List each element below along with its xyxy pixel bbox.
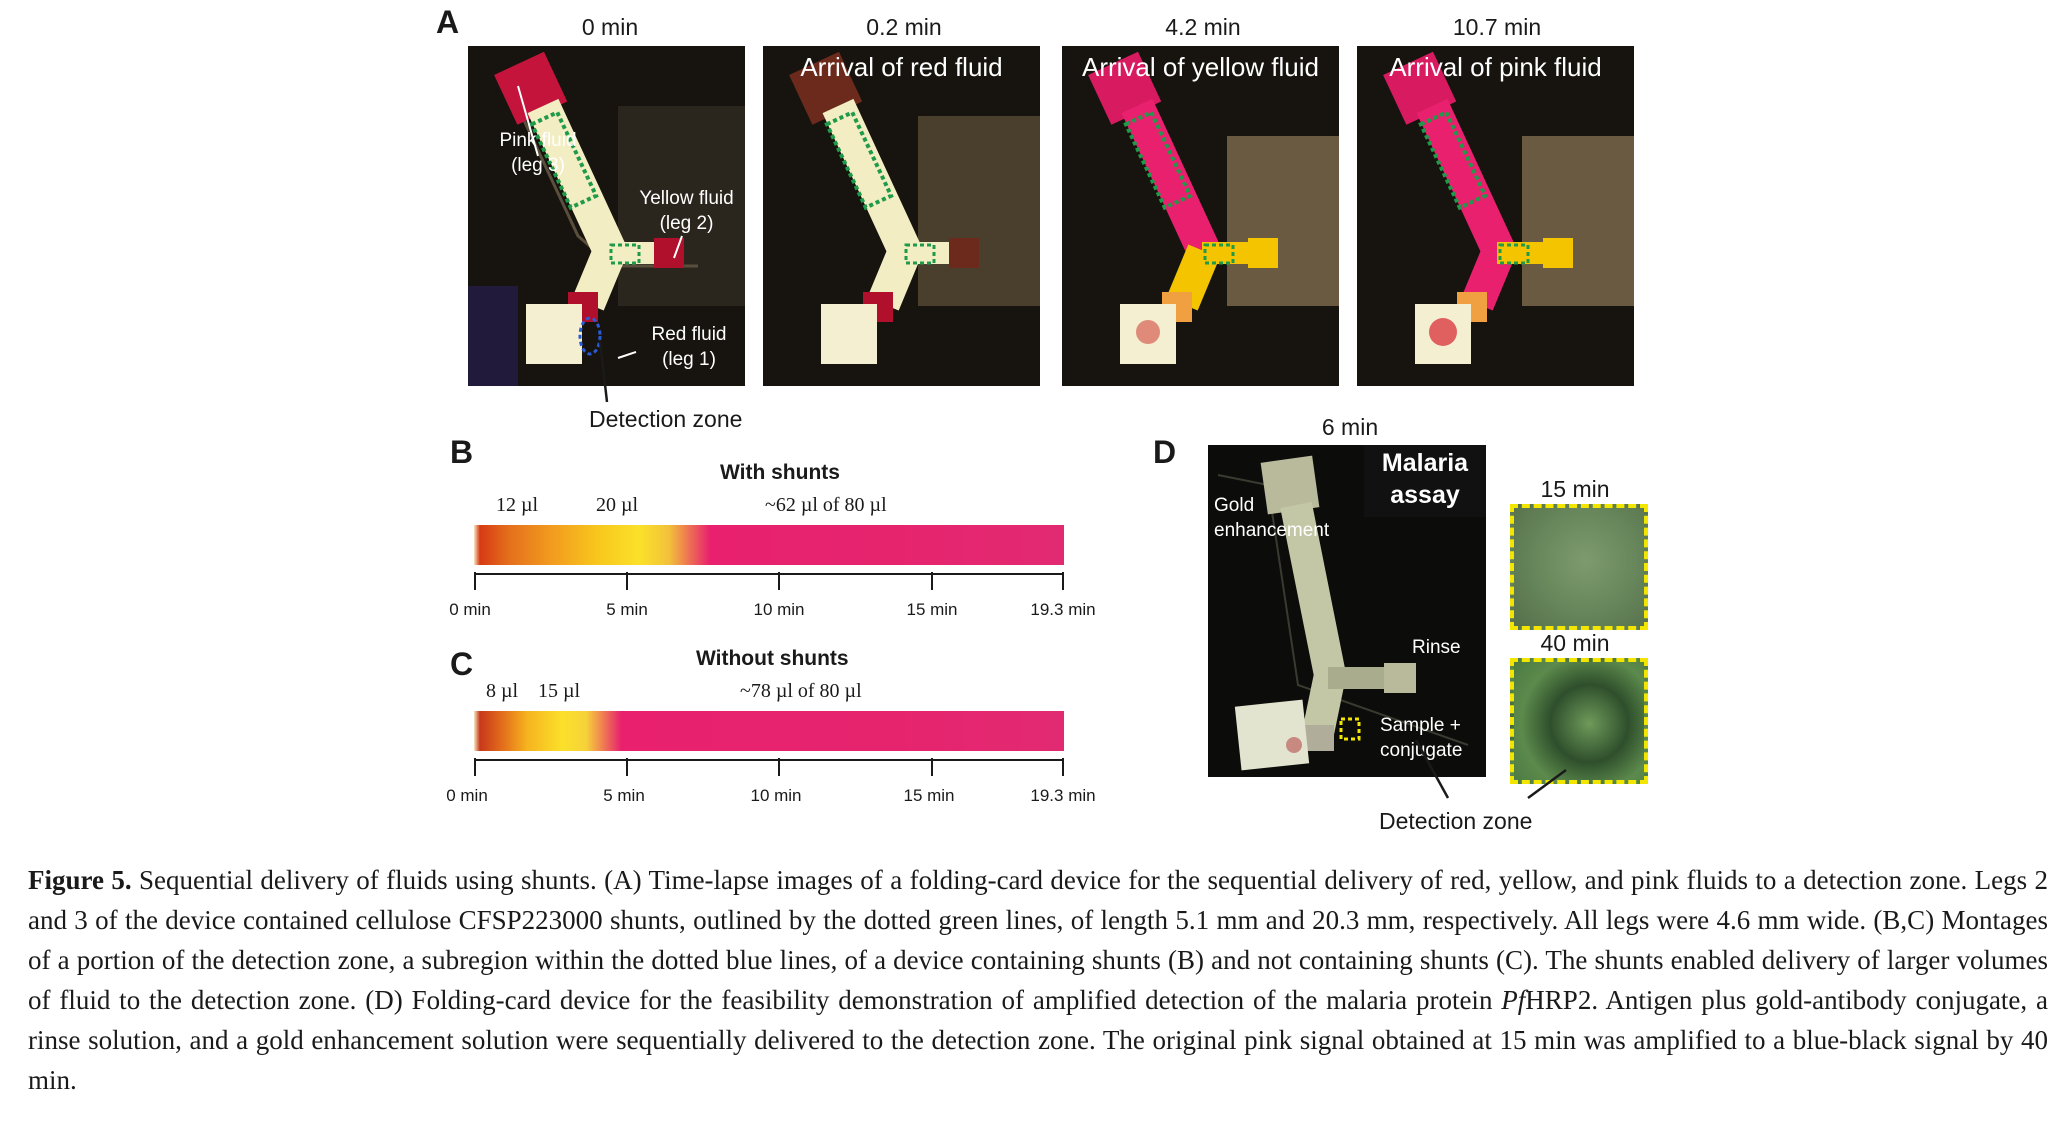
gold-enhancement-line2: enhancement [1214, 520, 1330, 541]
frame-4-title: Arrival of pink fluid [1389, 52, 1602, 82]
caption-label: Figure 5. [28, 865, 132, 895]
red-leg-label: (leg 1) [662, 349, 716, 370]
panel-b-label: B [450, 434, 474, 470]
frame-1-photo: Pink fluid (leg 3) Yellow fluid (leg 2) Re… [468, 46, 745, 386]
caption-pf: Pf [1501, 985, 1526, 1015]
panel-b-tick-10: 10 min [753, 600, 805, 619]
caption-text-1: Sequential delivery of fluids using shun… [28, 865, 2048, 1015]
detection-zone-pointer-a [598, 340, 609, 403]
malaria-assay-line2: assay [1390, 481, 1460, 509]
frame-2-time: 0.2 min [866, 14, 942, 40]
panel-a-label: A [436, 4, 460, 40]
panel-c-tick-5: 5 min [603, 786, 645, 805]
sample-conjugate-line1: Sample + [1380, 715, 1461, 736]
panel-d-time-40: 40 min [1540, 630, 1610, 656]
panel-c-volume-2: 15 µl [538, 680, 581, 702]
yellow-fluid-label: Yellow fluid [639, 188, 734, 209]
malaria-assay-line1: Malaria [1381, 449, 1469, 477]
panel-c-tick-19: 19.3 min [1030, 786, 1096, 805]
panel-c-title: Without shunts [696, 647, 849, 670]
panel-b-axis [474, 572, 1064, 590]
figure-caption: Figure 5. Sequential delivery of fluids … [28, 860, 2048, 1100]
panel-c-tick-0: 0 min [446, 786, 488, 805]
yellow-leg-label: (leg 2) [659, 213, 714, 234]
rinse-label: Rinse [1412, 637, 1461, 658]
pink-fluid-label: Pink fluid [499, 130, 577, 151]
frame-3-time: 4.2 min [1165, 14, 1241, 40]
frame-4-photo: Arrival of pink fluid [1357, 46, 1634, 386]
panel-b-tick-0: 0 min [449, 600, 491, 619]
panel-b-volume-1: 12 µl [496, 494, 539, 516]
frame-3-title: Arrival of yellow fluid [1082, 52, 1319, 82]
panel-b-volume-2: 20 µl [596, 494, 639, 516]
panel-b-tick-5: 5 min [606, 600, 648, 619]
detection-zone-label-d: Detection zone [1379, 808, 1533, 834]
panel-d-photo: Malaria assay Gold enhancement Rinse Samp… [1208, 445, 1486, 777]
panel-c-tick-10: 10 min [750, 786, 802, 805]
panel-b-tick-15: 15 min [906, 600, 958, 619]
frame-3-photo: Arrival of yellow fluid [1062, 46, 1339, 386]
frame-1-time: 0 min [581, 14, 639, 40]
panel-c-axis [474, 758, 1064, 776]
detection-zone-label-a: Detection zone [589, 406, 743, 432]
panel-c-tick-15: 15 min [903, 786, 955, 805]
panel-b-montage-strip [474, 525, 1064, 565]
panel-c-volume-3: ~78 µl of 80 µl [740, 680, 862, 702]
panel-d-time-15: 15 min [1540, 476, 1610, 502]
panel-b-tick-19: 19.3 min [1030, 600, 1096, 619]
frame-4-time: 10.7 min [1452, 14, 1542, 40]
panel-d-label: D [1153, 434, 1177, 470]
pink-leg-label: (leg 3) [511, 155, 565, 176]
panel-c-montage-strip [474, 711, 1064, 751]
frame-2-title: Arrival of red fluid [800, 52, 1003, 82]
caption-text-2: HRP2. Antigen plus gold-antibody conjuga… [28, 985, 2048, 1095]
panel-b-volume-3: ~62 µl of 80 µl [765, 494, 887, 516]
panel-d-time-main: 6 min [1321, 414, 1379, 440]
frame-2-photo: Arrival of red fluid [763, 46, 1040, 386]
panel-b-title: With shunts [720, 461, 840, 484]
detection-zone-pointer-d [1414, 740, 1567, 800]
panel-c-volume-1: 8 µl [486, 680, 519, 702]
gold-enhancement-line1: Gold [1214, 495, 1255, 516]
panel-d-zoom-40 [1510, 658, 1648, 784]
panel-d-zoom-15 [1510, 504, 1648, 630]
red-fluid-label: Red fluid [651, 324, 727, 345]
panel-c-label: C [450, 646, 474, 682]
